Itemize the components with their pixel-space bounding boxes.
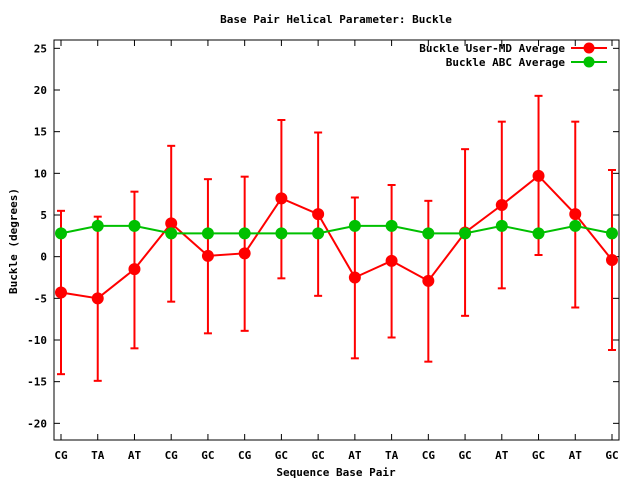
legend-marker	[583, 42, 595, 54]
x-tick-label: GC	[605, 449, 618, 462]
data-point	[55, 227, 67, 240]
data-point	[422, 227, 435, 240]
data-point	[385, 219, 398, 232]
data-point	[128, 219, 141, 232]
x-tick-label: GC	[312, 449, 325, 462]
data-point	[275, 192, 288, 205]
data-point	[569, 219, 582, 232]
y-tick-label: -15	[27, 376, 47, 389]
legend-marker	[583, 56, 595, 68]
y-tick-label: 20	[34, 84, 47, 97]
x-tick-label: AT	[348, 449, 362, 462]
data-point	[165, 217, 178, 230]
x-tick-label: CG	[165, 449, 179, 462]
data-point	[606, 254, 618, 266]
series-line	[60, 174, 613, 300]
y-tick-label: -5	[34, 292, 47, 305]
data-point	[348, 271, 361, 284]
legend-label: Buckle ABC Average	[446, 56, 566, 69]
legend-label: Buckle User-MD Average	[419, 42, 565, 55]
data-point	[91, 219, 104, 232]
y-tick-label: 15	[34, 126, 47, 139]
x-tick-label: GC	[458, 449, 471, 462]
data-point	[532, 169, 545, 182]
x-axis-label: Sequence Base Pair	[276, 466, 396, 479]
series-line	[60, 224, 613, 235]
x-tick-label: GC	[201, 449, 214, 462]
data-point	[495, 199, 508, 211]
x-tick-label: AT	[569, 449, 583, 462]
data-point	[606, 227, 618, 240]
x-axis: CG TA AT CG GC CG GC GC AT TA CG GC AT GC AT GC	[54, 40, 619, 462]
x-tick-label: AT	[495, 449, 509, 462]
data-point	[91, 292, 104, 305]
x-tick-label: GC	[532, 449, 545, 462]
series-1	[55, 94, 618, 382]
data-point	[569, 208, 582, 221]
data-point	[238, 247, 251, 260]
data-point	[201, 227, 214, 240]
x-tick-label: TA	[385, 449, 399, 462]
x-tick-label: GC	[275, 449, 288, 462]
series-2	[55, 219, 618, 240]
data-point	[459, 227, 472, 240]
y-axis: -20 -15 -10 -5 0 5 10 15 20 25	[27, 42, 619, 430]
data-point	[201, 249, 214, 262]
data-point	[312, 227, 325, 240]
y-tick-label: 0	[40, 251, 47, 264]
data-point	[312, 208, 325, 221]
y-tick-label: 25	[34, 42, 47, 55]
y-tick-label: 10	[34, 167, 47, 180]
data-point	[495, 219, 508, 232]
data-point	[275, 227, 288, 240]
data-point	[532, 227, 545, 240]
x-tick-label: TA	[91, 449, 105, 462]
y-tick-label: -10	[27, 334, 47, 347]
x-tick-label: AT	[128, 449, 142, 462]
y-tick-label: -20	[27, 417, 47, 430]
data-point	[385, 254, 398, 267]
plot-series	[55, 94, 618, 382]
data-point	[422, 274, 435, 287]
data-point	[128, 263, 141, 276]
plot-frame	[53, 39, 620, 441]
x-tick-label: CG	[422, 449, 436, 462]
data-point	[238, 227, 251, 240]
data-point	[165, 227, 178, 240]
data-point	[348, 219, 361, 232]
y-axis-label: Buckle (degrees)	[7, 188, 20, 294]
y-tick-label: 5	[40, 209, 47, 222]
data-point	[55, 286, 67, 299]
x-tick-label: CG	[238, 449, 252, 462]
x-tick-label: CG	[54, 449, 68, 462]
chart-title: Base Pair Helical Parameter: Buckle	[220, 13, 452, 26]
